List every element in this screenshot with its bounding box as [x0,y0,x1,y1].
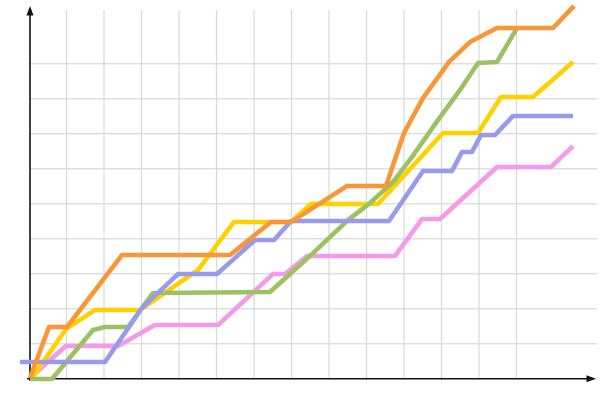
pink-line [28,144,575,380]
orange-line [27,4,576,379]
axes [26,6,596,383]
gridlines [30,10,597,379]
series-lines [20,4,576,382]
x-axis-arrowhead [586,375,596,383]
blue-line [20,113,573,365]
y-axis-arrowhead [26,6,34,16]
